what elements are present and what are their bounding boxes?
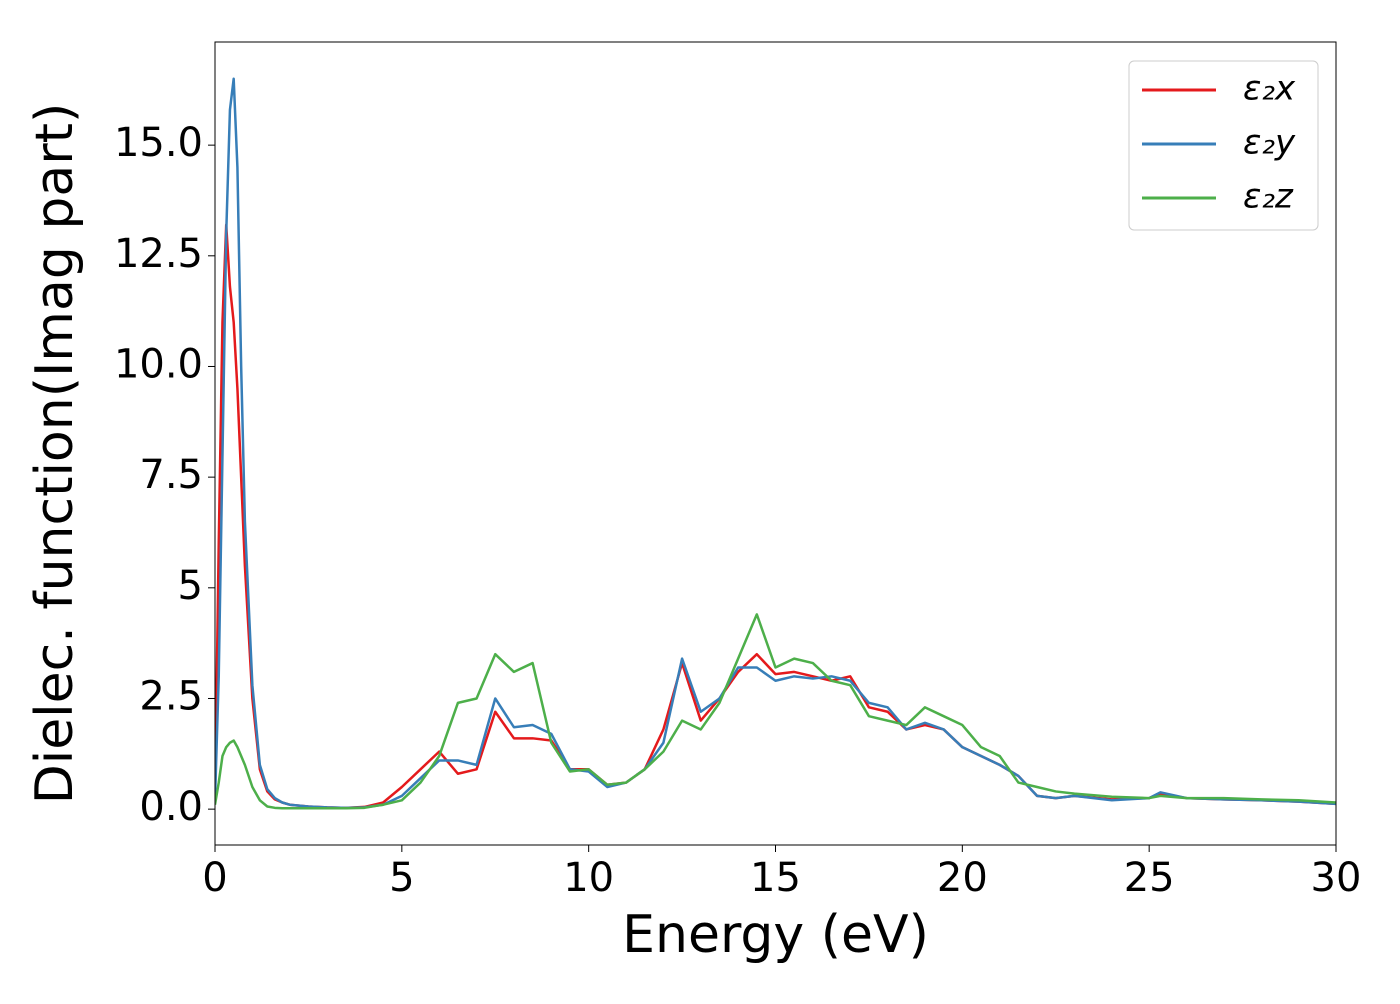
legend-label: ε₂x (1243, 69, 1296, 109)
legend-box (1128, 60, 1319, 231)
y-tick-label: 5 (178, 563, 203, 609)
x-tick-label: 15 (750, 855, 801, 901)
x-tick-label: 10 (563, 855, 614, 901)
x-tick-label: 0 (202, 855, 227, 901)
plot (215, 77, 1336, 810)
y-tick-label: 15.0 (114, 120, 203, 166)
legend-label: ε₂z (1243, 177, 1294, 217)
y-tick-label: 10.0 (114, 341, 203, 387)
legend-label: ε₂y (1243, 123, 1296, 163)
y-tick-label: 12.5 (114, 231, 203, 277)
x-tick-label: 5 (389, 855, 414, 901)
x-tick-label: 30 (1311, 855, 1362, 901)
x-tick-label: 25 (1124, 855, 1175, 901)
y-tick-label: 0.0 (139, 784, 203, 830)
y-tick-label: 7.5 (139, 452, 203, 498)
y-axis-label: Dielec. function(Imag part) (25, 103, 85, 805)
data-line (215, 613, 1336, 810)
data-line (215, 223, 1336, 810)
x-axis-label: Energy (eV) (622, 905, 929, 965)
y-tick-label: 2.5 (139, 673, 203, 719)
x-tick-label: 20 (937, 855, 988, 901)
